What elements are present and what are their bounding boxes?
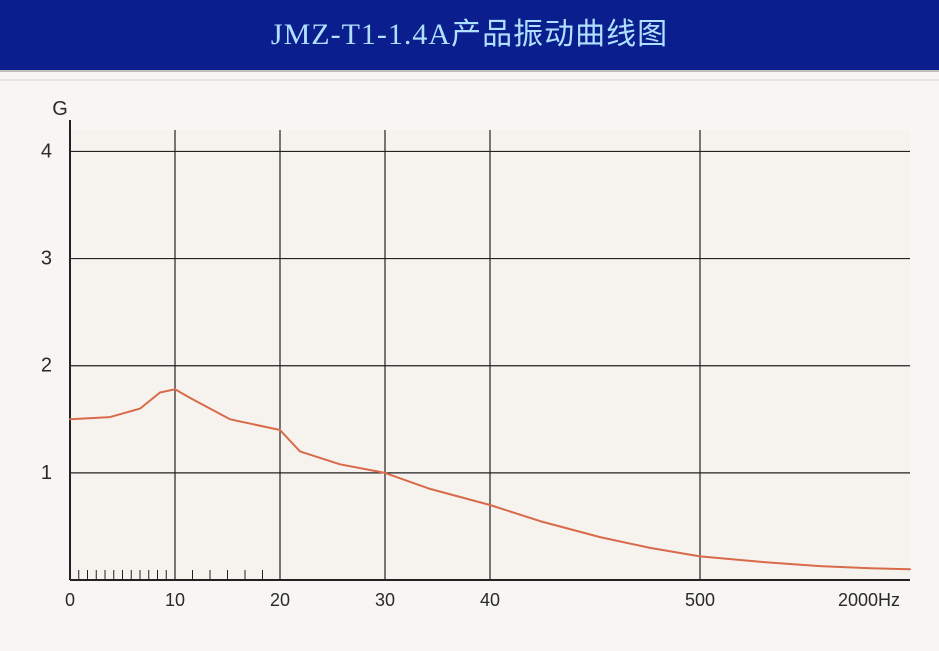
vibration-chart: 1234010203040500G2000Hz [0,70,939,651]
svg-text:2: 2 [41,355,52,377]
svg-text:30: 30 [375,590,395,610]
svg-text:10: 10 [165,590,185,610]
svg-text:3: 3 [41,248,52,270]
chart-title-bar: JMZ-T1-1.4A产品振动曲线图 [0,0,939,70]
svg-text:500: 500 [685,590,715,610]
svg-text:2000Hz: 2000Hz [838,590,900,610]
svg-text:20: 20 [270,590,290,610]
chart-title: JMZ-T1-1.4A产品振动曲线图 [271,18,668,51]
svg-text:0: 0 [65,590,75,610]
svg-text:4: 4 [41,140,52,162]
svg-text:40: 40 [480,590,500,610]
chart-svg: 1234010203040500G2000Hz [0,70,939,651]
svg-text:G: G [52,98,68,120]
svg-text:1: 1 [41,462,52,484]
